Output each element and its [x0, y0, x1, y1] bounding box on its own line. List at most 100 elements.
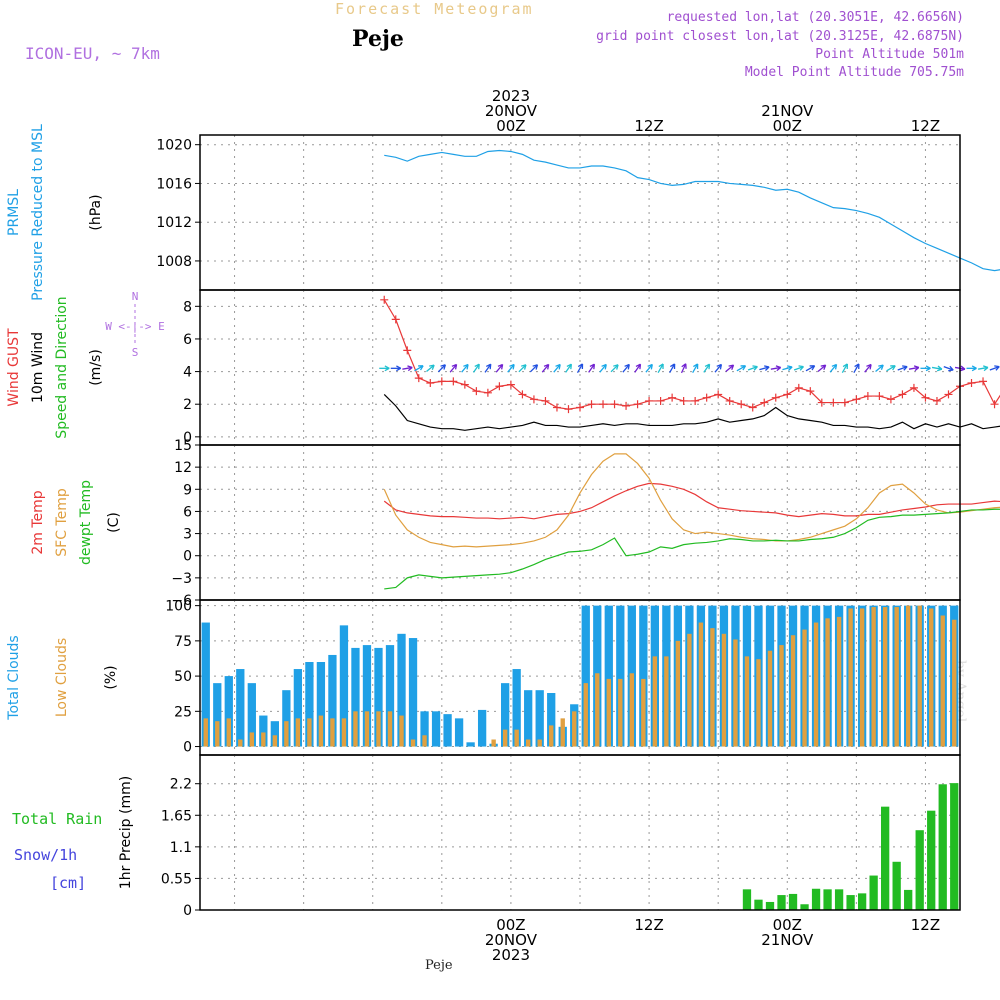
wind-arrow-shaft	[484, 363, 492, 373]
wind-arrow-shaft	[770, 366, 781, 370]
bar-total	[431, 711, 441, 747]
bar-low	[249, 732, 255, 747]
gust-marker	[760, 398, 769, 407]
wind-arrow-shaft	[669, 363, 676, 373]
bar-low	[767, 650, 773, 747]
gust-marker	[771, 393, 780, 402]
bar-total	[604, 605, 613, 747]
gust-marker	[909, 383, 918, 392]
series-line-dewpt	[384, 508, 1000, 590]
y-tick-label: 0	[183, 430, 192, 446]
gust-marker	[506, 380, 515, 389]
point-altitude: Point Altitude 501m	[815, 47, 964, 62]
wind-arrow-shaft	[610, 364, 619, 373]
wind-arrow	[875, 364, 884, 373]
gust-marker	[472, 387, 481, 396]
gust-marker	[414, 374, 423, 383]
wind-arrow-head	[520, 364, 527, 370]
gust-marker	[691, 396, 700, 405]
wind-arrow-shaft	[553, 364, 561, 373]
axis-label: dewpt Temp	[78, 480, 94, 565]
wind-arrow	[805, 365, 816, 372]
bar-total	[501, 683, 510, 747]
requested-coords: requested lon,lat (20.3051E, 42.6656N)	[666, 10, 964, 25]
bar-rain	[846, 895, 855, 910]
axis-label: 1hr Precip (mm)	[118, 776, 134, 889]
wind-arrow-shaft	[576, 363, 584, 373]
wind-arrow-shaft	[507, 364, 515, 373]
wind-arrow	[989, 365, 1000, 371]
bar-low	[687, 633, 692, 747]
gust-marker	[921, 393, 930, 402]
bar-low	[537, 739, 542, 747]
time-label-top: 21NOV	[761, 102, 814, 120]
wind-arrow	[886, 365, 896, 372]
bar-rain	[927, 810, 936, 910]
gust-marker	[437, 377, 446, 386]
wind-arrow-shaft	[817, 364, 827, 373]
wind-arrow	[736, 365, 747, 372]
wind-arrow-head	[440, 364, 446, 370]
wind-arrow	[920, 365, 931, 372]
bar-rain	[765, 901, 775, 910]
wind-arrow-shaft	[414, 365, 424, 372]
gridpoint-coords: grid point closest lon,lat (20.3125E, 42…	[596, 29, 964, 44]
axis-label: SFC Temp	[54, 488, 70, 557]
bar-low	[410, 739, 416, 747]
bar-rain	[881, 806, 890, 910]
gust-marker	[668, 393, 677, 402]
bar-total	[535, 690, 544, 747]
gust-marker	[403, 346, 412, 355]
bar-low	[341, 718, 347, 747]
bar-low	[952, 619, 957, 747]
wind-arrow-head	[429, 364, 435, 370]
y-tick-label: 0	[183, 549, 192, 565]
time-label-top: 2023	[492, 87, 530, 105]
bar-total	[466, 742, 475, 747]
wind-arrow-head	[798, 365, 804, 371]
wind-arrow-head	[752, 365, 758, 371]
wind-arrow-head	[497, 363, 504, 370]
axis-label: 2m Temp	[30, 490, 46, 554]
gust-marker	[483, 388, 492, 397]
bar-low	[606, 678, 611, 747]
bar-low	[917, 605, 922, 747]
wind-arrow-shaft	[864, 364, 872, 373]
bar-low	[215, 721, 220, 747]
rain-label: Total Rain	[12, 810, 102, 828]
wind-arrow	[541, 363, 550, 373]
bar-low	[779, 645, 784, 747]
wind-arrow-head	[566, 363, 572, 370]
bar-total	[547, 693, 556, 747]
wind-arrow-shaft	[875, 364, 884, 373]
wind-arrow	[599, 363, 607, 373]
gust-marker	[932, 396, 941, 405]
wind-arrow-shaft	[402, 366, 413, 370]
time-label-bottom: 12Z	[911, 916, 940, 934]
model-altitude: Model Point Altitude 705.75m	[744, 65, 964, 80]
bar-total	[201, 622, 210, 747]
bar-total	[512, 669, 521, 747]
wind-arrow-head	[959, 365, 966, 372]
wind-arrow-shaft	[977, 366, 989, 370]
bar-low	[813, 622, 819, 747]
gust-marker	[783, 390, 792, 399]
wind-arrow	[680, 363, 687, 374]
gust-marker	[679, 396, 688, 405]
bar-total	[247, 683, 256, 747]
bar-low	[514, 729, 519, 747]
bar-low	[307, 718, 312, 747]
location-name: Peje	[352, 26, 404, 52]
gust-marker	[852, 395, 861, 404]
bar-total	[282, 690, 291, 747]
wind-arrow-head	[474, 363, 480, 370]
gust-marker	[529, 395, 538, 404]
gust-marker	[622, 401, 631, 410]
bar-total	[397, 633, 406, 747]
bar-low	[710, 628, 715, 747]
bar-low	[330, 718, 335, 747]
gust-marker	[391, 315, 400, 324]
wind-arrow-shaft	[908, 366, 919, 370]
bar-low	[261, 732, 266, 747]
